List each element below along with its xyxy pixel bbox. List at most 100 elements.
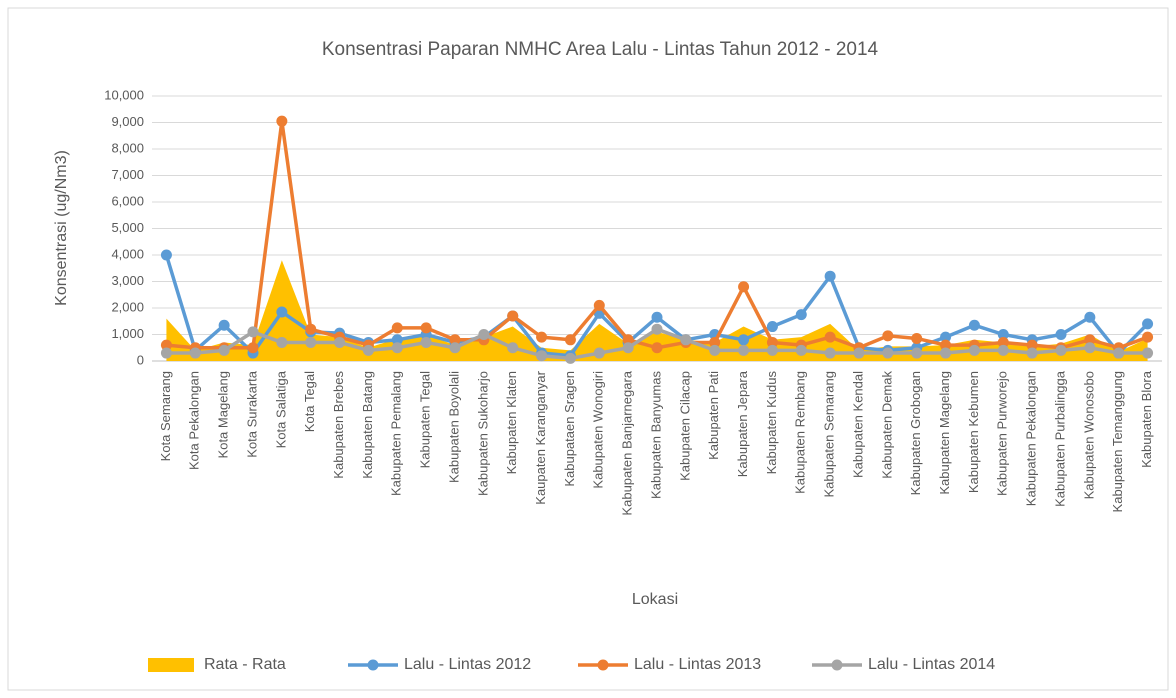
y-tick-label: 9,000 xyxy=(111,114,144,129)
marker xyxy=(1055,329,1067,340)
marker xyxy=(507,310,519,322)
marker xyxy=(218,344,230,356)
marker xyxy=(593,299,605,311)
marker xyxy=(766,336,778,348)
marker xyxy=(478,329,490,340)
marker xyxy=(651,311,663,323)
marker xyxy=(1084,342,1096,354)
x-tick-label: Kota Tegal xyxy=(302,371,317,432)
marker xyxy=(449,334,461,346)
marker xyxy=(824,331,836,343)
marker xyxy=(997,329,1009,340)
y-tick-label: 5,000 xyxy=(111,220,144,235)
x-tick-label: Kota Semarang xyxy=(158,371,173,461)
x-tick-label: Kabupaten Pekalongan xyxy=(1024,371,1039,506)
x-tick-label: Kabupaten Boyolali xyxy=(446,371,461,483)
legend-label: Rata - Rata xyxy=(204,656,286,673)
x-tick-label: Kabupaten Demak xyxy=(879,371,894,479)
marker xyxy=(189,347,201,359)
marker xyxy=(305,336,317,348)
marker xyxy=(622,334,634,346)
y-tick-label: 7,000 xyxy=(111,167,144,182)
marker xyxy=(1026,347,1038,359)
marker xyxy=(651,323,663,335)
marker xyxy=(795,309,807,321)
y-tick-label: 0 xyxy=(137,352,144,367)
x-tick-label: Kabupaten Banyumas xyxy=(648,371,663,499)
marker xyxy=(940,347,952,359)
x-tick-label: Kabupaten Banjarnegara xyxy=(620,370,635,515)
marker xyxy=(391,334,403,346)
marker xyxy=(160,249,172,261)
marker xyxy=(940,331,952,343)
chart-title: Konsentrasi Paparan NMHC Area Lalu - Lin… xyxy=(322,39,879,60)
marker xyxy=(1142,347,1154,359)
marker xyxy=(738,344,750,356)
y-tick-label: 8,000 xyxy=(111,140,144,155)
marker xyxy=(247,326,259,338)
marker xyxy=(795,344,807,356)
x-tick-label: Kabupataen Sragen xyxy=(562,371,577,487)
marker xyxy=(911,332,923,344)
marker xyxy=(276,115,288,127)
x-tick-label: Kaupaten Karanganyar xyxy=(533,370,548,504)
marker xyxy=(738,334,750,346)
legend-label: Lalu - Lintas 2012 xyxy=(404,656,531,673)
marker xyxy=(651,342,663,354)
x-tick-label: Kabupaten Tegal xyxy=(418,371,433,468)
marker xyxy=(853,347,865,359)
marker xyxy=(276,336,288,348)
marker xyxy=(738,281,750,293)
x-tick-label: Kabupaten Purbalingga xyxy=(1052,370,1067,507)
marker xyxy=(160,347,172,359)
marker xyxy=(997,344,1009,356)
marker xyxy=(391,342,403,354)
legend-marker xyxy=(367,659,379,671)
x-tick-label: Kabupaten Grobogan xyxy=(908,371,923,495)
x-tick-label: Kabupaten Semarang xyxy=(822,371,837,497)
x-tick-label: Kota Pekalongan xyxy=(187,371,202,470)
x-tick-label: Kabupaten Cilacap xyxy=(677,371,692,481)
marker xyxy=(824,347,836,359)
legend-swatch xyxy=(148,658,194,672)
marker xyxy=(1084,311,1096,323)
legend-label: Lalu - Lintas 2013 xyxy=(634,656,761,673)
marker xyxy=(160,339,172,351)
legend-label: Lalu - Lintas 2014 xyxy=(868,656,995,673)
x-tick-label: Kabupaten Klaten xyxy=(504,371,519,474)
marker xyxy=(940,339,952,351)
marker xyxy=(709,344,721,356)
x-tick-label: Kabupaten Wonosobo xyxy=(1081,371,1096,499)
y-tick-label: 3,000 xyxy=(111,273,144,288)
marker xyxy=(968,344,980,356)
marker xyxy=(247,342,259,354)
x-tick-label: Kabupaten Temanggung xyxy=(1110,371,1125,512)
x-tick-label: Kota Salatiga xyxy=(273,370,288,448)
marker xyxy=(622,342,634,354)
marker xyxy=(766,344,778,356)
marker xyxy=(593,347,605,359)
marker xyxy=(1026,339,1038,351)
x-tick-label: Kabupaten Pemalang xyxy=(389,371,404,496)
marker xyxy=(709,336,721,348)
x-tick-label: Kabupaten Magelang xyxy=(937,371,952,495)
x-tick-label: Kabupaten Purworejo xyxy=(995,371,1010,496)
marker xyxy=(1142,331,1154,343)
x-tick-label: Kabupaten Batang xyxy=(360,371,375,479)
marker xyxy=(911,347,923,359)
x-tick-label: Kabupaten Blora xyxy=(1139,370,1154,468)
marker xyxy=(882,330,894,342)
marker xyxy=(564,334,576,346)
legend-marker xyxy=(831,659,843,671)
x-tick-label: Kabupaten Brebes xyxy=(331,371,346,479)
y-tick-label: 4,000 xyxy=(111,246,144,261)
marker xyxy=(1055,344,1067,356)
y-tick-label: 1,000 xyxy=(111,326,144,341)
marker xyxy=(362,344,374,356)
marker xyxy=(766,321,778,333)
x-tick-label: Kabupaten Jepara xyxy=(735,370,750,477)
marker xyxy=(218,319,230,331)
x-tick-label: Kota Magelang xyxy=(216,371,231,458)
marker xyxy=(334,336,346,348)
